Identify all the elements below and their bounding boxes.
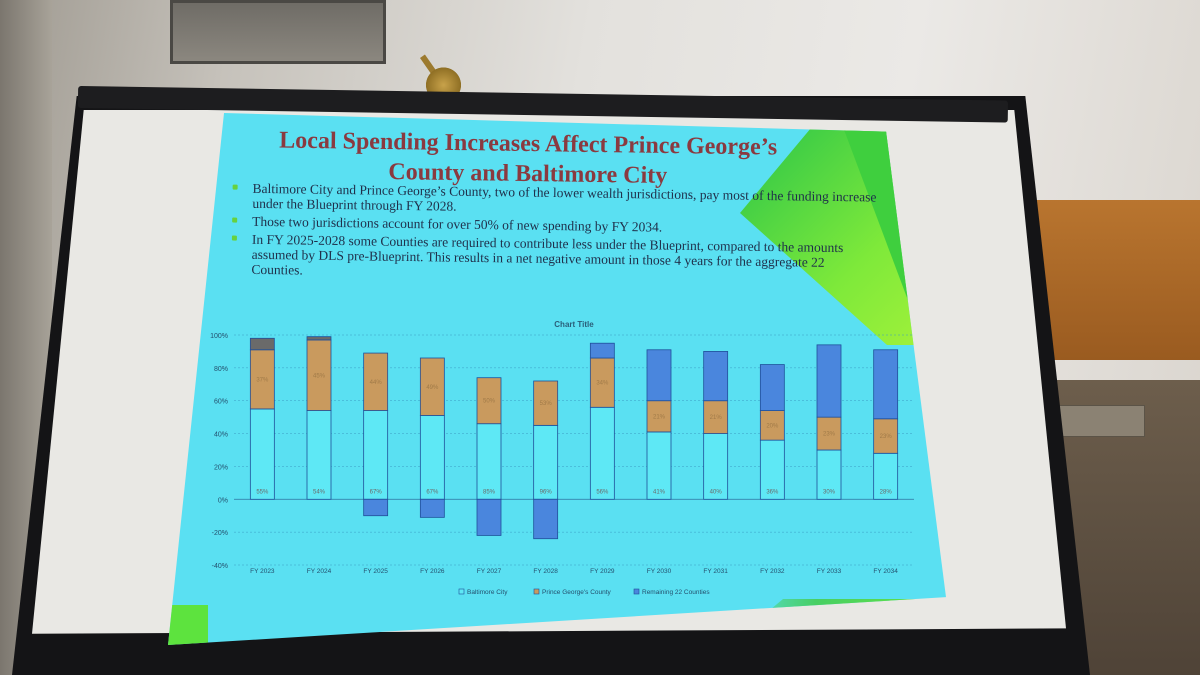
bar-remaining-counties xyxy=(703,351,729,402)
data-label: 36% xyxy=(766,489,779,495)
data-label: 67% xyxy=(370,489,383,495)
y-tick-label: 60% xyxy=(214,399,228,406)
bar-other xyxy=(249,337,275,351)
legend-swatch xyxy=(458,588,465,595)
x-tick-label: FY 2033 xyxy=(817,568,842,575)
bullet-icon xyxy=(232,217,238,223)
x-tick-label: FY 2025 xyxy=(363,568,388,575)
bar-baltimore-city xyxy=(363,410,389,500)
bar-remaining-counties xyxy=(816,344,842,418)
x-tick-label: FY 2024 xyxy=(307,568,332,575)
bar-prince-georges xyxy=(759,410,785,441)
bullet-list: Baltimore City and Prince George’s Count… xyxy=(225,180,877,288)
legend-label: Baltimore City xyxy=(467,589,508,596)
bar-remaining-counties xyxy=(476,498,502,536)
data-label: 85% xyxy=(483,489,496,495)
bar-baltimore-city xyxy=(816,449,842,500)
bar-remaining-counties xyxy=(873,349,899,420)
bar-remaining-counties xyxy=(589,342,615,359)
ceiling-lamp xyxy=(416,58,466,94)
bar-baltimore-city xyxy=(759,439,785,500)
data-label: 49% xyxy=(426,385,439,391)
bar-other xyxy=(306,336,332,341)
x-tick-label: FY 2029 xyxy=(590,568,615,575)
bar-baltimore-city xyxy=(249,408,275,500)
chart-svg: Chart Title 100% 80% 60% 40% 20% 0% -20% -40% 55%… xyxy=(210,320,914,596)
data-label: 54% xyxy=(313,489,326,495)
data-label: 44% xyxy=(370,380,383,386)
bar-baltimore-city xyxy=(589,406,615,500)
data-label: 41% xyxy=(653,489,666,495)
bar-baltimore-city xyxy=(419,415,445,500)
data-label: 40% xyxy=(710,489,723,495)
x-tick-label: FY 2028 xyxy=(533,568,558,575)
data-label: 23% xyxy=(823,432,836,438)
bar-baltimore-city xyxy=(533,424,559,500)
data-label: 20% xyxy=(766,423,779,429)
bar-remaining-counties xyxy=(533,498,559,540)
bullet-icon xyxy=(232,184,238,190)
bullet-text: In FY 2025-2028 some Counties are requir… xyxy=(251,231,844,278)
bar-baltimore-city xyxy=(703,433,729,500)
bar-prince-georges xyxy=(873,418,899,454)
bar-baltimore-city xyxy=(306,410,332,500)
data-label: 56% xyxy=(596,489,609,495)
bar-prince-georges xyxy=(589,357,615,408)
bar-prince-georges xyxy=(646,400,672,433)
data-label: 55% xyxy=(256,489,269,495)
y-tick-label: 0% xyxy=(218,497,228,504)
bar-prince-georges xyxy=(533,380,559,426)
bar-remaining-counties xyxy=(759,364,785,411)
slide-green-corner xyxy=(168,605,208,645)
legend-swatch xyxy=(633,588,640,595)
data-label: 34% xyxy=(596,381,609,387)
x-tick-label: FY 2034 xyxy=(873,568,898,575)
data-label: 21% xyxy=(710,415,723,421)
bullet-icon xyxy=(231,235,237,241)
x-tick-label: FY 2027 xyxy=(477,568,502,575)
y-tick-label: -40% xyxy=(212,563,228,570)
x-tick-label: FY 2031 xyxy=(703,568,728,575)
x-tick-label: FY 2030 xyxy=(647,568,672,575)
y-tick-label: 80% xyxy=(214,366,228,373)
data-label: 30% xyxy=(823,489,836,495)
data-label: 45% xyxy=(313,373,326,379)
y-tick-label: 100% xyxy=(210,333,228,340)
chart-title: Chart Title xyxy=(554,320,594,329)
data-label: 53% xyxy=(540,401,553,407)
x-tick-label: FY 2023 xyxy=(250,568,275,575)
x-tick-label: FY 2026 xyxy=(420,568,445,575)
bar-remaining-counties xyxy=(363,498,389,517)
door-plate xyxy=(1048,405,1145,437)
bar-remaining-counties xyxy=(419,498,445,518)
room-window xyxy=(170,0,386,64)
bar-baltimore-city xyxy=(873,452,899,500)
x-tick-label: FY 2032 xyxy=(760,568,785,575)
bar-remaining-counties xyxy=(646,349,672,402)
data-label: 37% xyxy=(256,377,269,383)
legend-swatch xyxy=(533,588,540,595)
data-label: 96% xyxy=(540,489,553,495)
data-label: 67% xyxy=(426,489,439,495)
bullet-item: In FY 2025-2028 some Counties are requir… xyxy=(225,231,876,285)
bar-prince-georges xyxy=(476,377,502,425)
y-tick-label: -20% xyxy=(212,530,228,537)
data-label: 28% xyxy=(880,489,893,495)
bar-prince-georges xyxy=(419,357,445,416)
data-label: 23% xyxy=(880,434,893,440)
bar-prince-georges xyxy=(363,352,389,411)
stacked-bar-chart: Chart Title 100% 80% 60% 40% 20% 0% -20% -40% 55%… xyxy=(194,319,934,607)
y-tick-label: 40% xyxy=(214,432,228,439)
bullet-text: Those two jurisdictions account for over… xyxy=(252,213,663,235)
bar-baltimore-city xyxy=(476,423,502,500)
y-tick-label: 20% xyxy=(214,464,228,471)
data-label: 21% xyxy=(653,414,666,420)
legend-label: Remaining 22 Counties xyxy=(642,589,710,596)
data-label: 50% xyxy=(483,399,496,405)
projected-slide: Local Spending Increases Affect Prince G… xyxy=(168,113,946,645)
legend-label: Prince George's County xyxy=(542,589,612,596)
